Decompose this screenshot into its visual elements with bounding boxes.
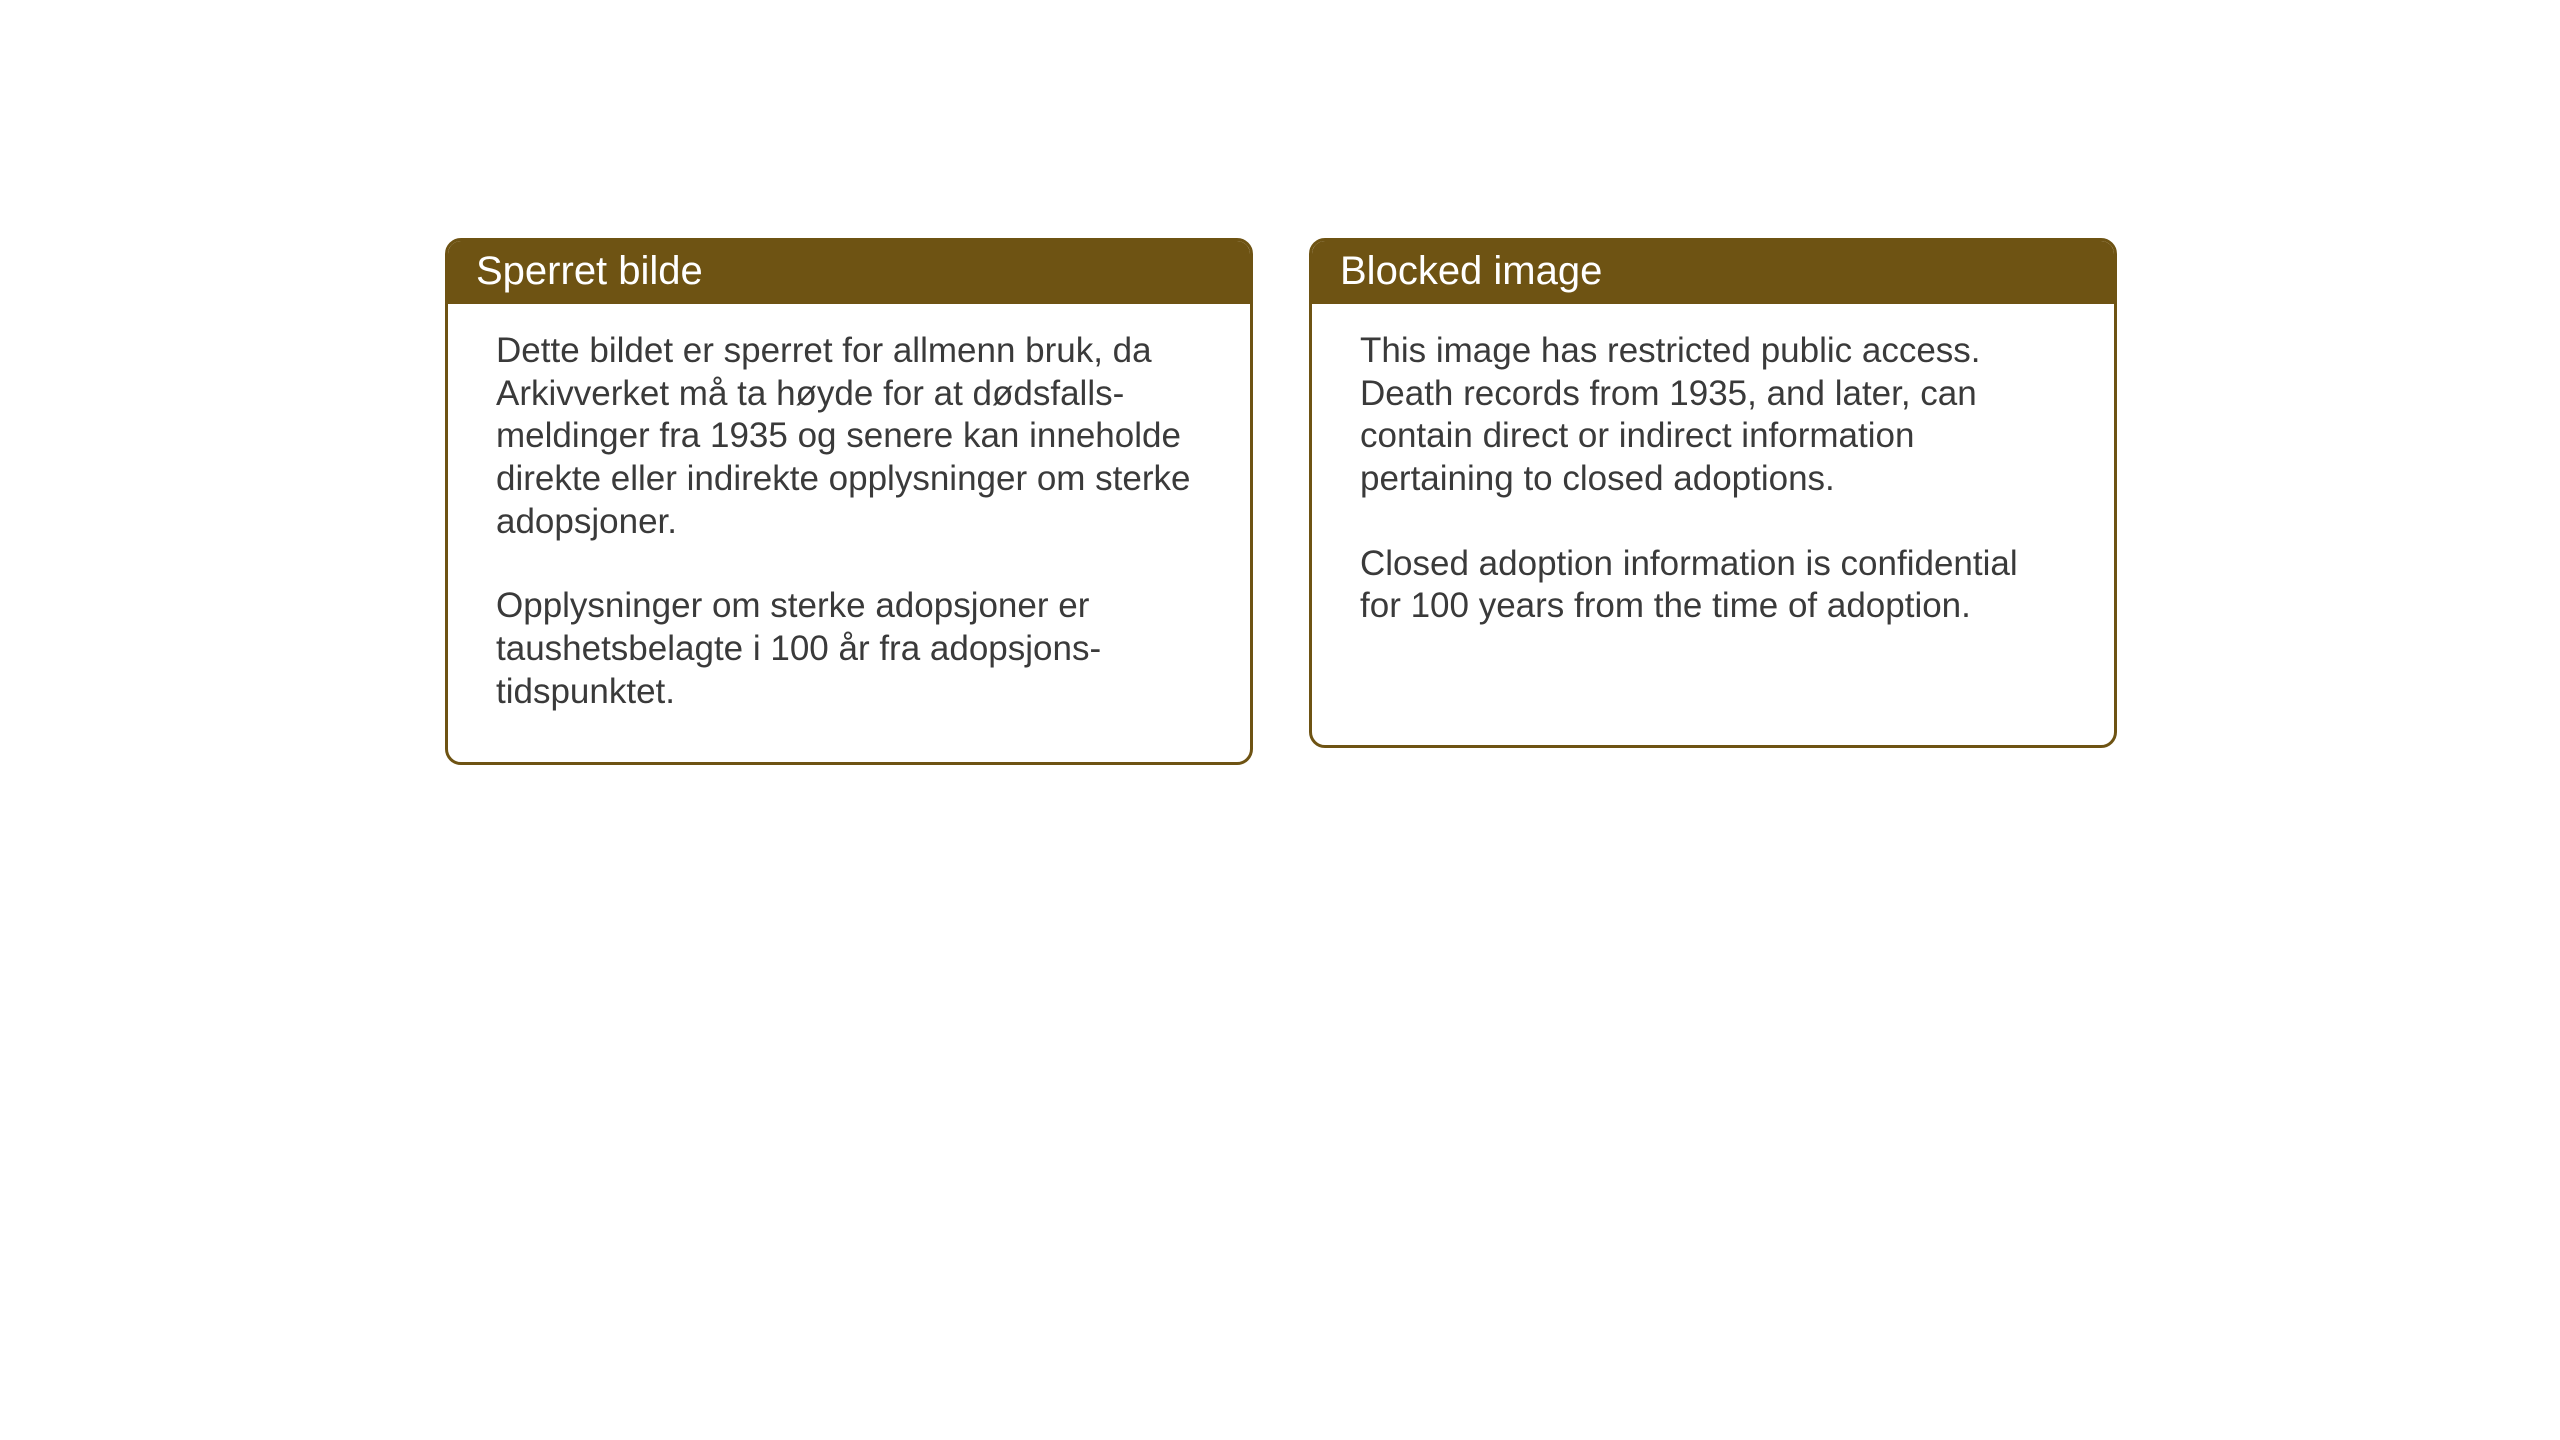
- card-paragraph-2-norwegian: Opplysninger om sterke adopsjoner er tau…: [496, 585, 1202, 713]
- card-paragraph-1-english: This image has restricted public access.…: [1360, 330, 2066, 501]
- card-header-norwegian: Sperret bilde: [448, 241, 1250, 304]
- card-title-norwegian: Sperret bilde: [476, 249, 703, 293]
- notice-cards-container: Sperret bilde Dette bildet er sperret fo…: [445, 238, 2117, 765]
- card-title-english: Blocked image: [1340, 249, 1602, 293]
- card-paragraph-1-norwegian: Dette bildet er sperret for allmenn bruk…: [496, 330, 1202, 543]
- card-body-english: This image has restricted public access.…: [1312, 304, 2114, 676]
- card-paragraph-2-english: Closed adoption information is confident…: [1360, 543, 2066, 628]
- card-body-norwegian: Dette bildet er sperret for allmenn bruk…: [448, 304, 1250, 762]
- notice-card-norwegian: Sperret bilde Dette bildet er sperret fo…: [445, 238, 1253, 765]
- notice-card-english: Blocked image This image has restricted …: [1309, 238, 2117, 748]
- card-header-english: Blocked image: [1312, 241, 2114, 304]
